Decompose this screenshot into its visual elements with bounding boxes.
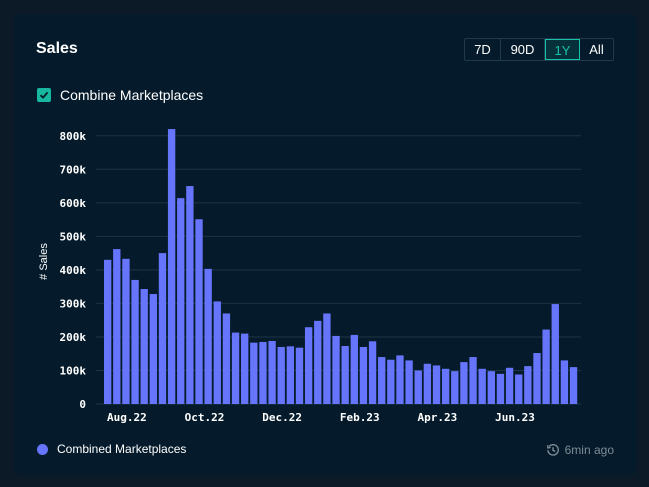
sales-bar[interactable]	[350, 334, 358, 404]
sales-bar-chart: 0 100k 200k 300k 400k 500k 600k 700k 800k Aug.22 O…	[38, 129, 581, 424]
sales-bar[interactable]	[314, 320, 322, 404]
sales-bar[interactable]	[259, 341, 267, 404]
history-icon	[546, 444, 559, 456]
sales-bar[interactable]	[241, 333, 249, 404]
sales-bar[interactable]	[122, 258, 130, 404]
sales-bar[interactable]	[295, 347, 304, 404]
sales-bar[interactable]	[515, 374, 523, 404]
time-range-selector: 7D 90D 1Y All	[464, 38, 614, 61]
legend-label: Combined Marketplaces	[57, 442, 187, 456]
x-tick-label: Oct.22	[185, 411, 225, 424]
sales-bar[interactable]	[359, 347, 368, 404]
y-tick-label: 700k	[60, 163, 87, 176]
sales-bar[interactable]	[396, 355, 404, 404]
y-tick-label: 400k	[60, 264, 87, 277]
sales-bar[interactable]	[378, 357, 386, 404]
sales-bar[interactable]	[204, 268, 212, 404]
combine-label: Combine Marketplaces	[60, 87, 204, 103]
y-axis-label: # Sales	[38, 243, 50, 280]
sales-bar[interactable]	[451, 371, 459, 404]
sales-bar[interactable]	[560, 360, 569, 404]
sales-bar[interactable]	[341, 345, 349, 404]
x-tick-label: Aug.22	[107, 411, 147, 424]
x-tick-label: Jun.23	[495, 411, 535, 424]
sales-bar[interactable]	[387, 359, 395, 404]
sales-bar[interactable]	[277, 347, 285, 404]
sales-bar[interactable]	[323, 313, 331, 404]
range-1y-button[interactable]: 1Y	[545, 39, 580, 60]
x-tick-label: Apr.23	[418, 411, 458, 424]
last-updated: 6min ago	[546, 443, 614, 457]
y-tick-label: 0	[79, 398, 86, 411]
sales-bar[interactable]	[113, 249, 121, 404]
range-all-button[interactable]: All	[589, 42, 604, 57]
sales-bar[interactable]	[524, 366, 532, 404]
sales-bar[interactable]	[368, 341, 377, 404]
y-tick-label: 500k	[60, 230, 87, 243]
sales-bar[interactable]	[304, 327, 313, 404]
card-title: Sales	[36, 40, 78, 57]
sales-bar[interactable]	[332, 335, 340, 404]
y-tick-label: 800k	[60, 130, 87, 143]
sales-bar[interactable]	[222, 313, 231, 404]
sales-bar[interactable]	[131, 279, 139, 404]
sales-bar[interactable]	[505, 367, 514, 404]
y-tick-label: 100k	[60, 364, 87, 377]
range-7d-button[interactable]: 7D	[465, 39, 501, 60]
y-tick-label: 300k	[60, 297, 87, 310]
sales-bar[interactable]	[414, 370, 422, 404]
x-tick-label: Dec.22	[262, 411, 302, 424]
updated-text: 6min ago	[564, 443, 614, 457]
sales-bar[interactable]	[167, 129, 176, 404]
sales-bar[interactable]	[569, 367, 578, 404]
sales-bar[interactable]	[441, 368, 450, 404]
combine-marketplaces-toggle[interactable]: Combine Marketplaces	[37, 87, 203, 103]
sales-bar[interactable]	[533, 353, 541, 404]
sales-bar[interactable]	[423, 363, 432, 404]
y-tick-label: 200k	[60, 331, 87, 344]
x-tick-label: Feb.23	[340, 411, 380, 424]
sales-bar[interactable]	[551, 304, 559, 404]
sales-bar[interactable]	[268, 340, 276, 404]
check-icon	[39, 91, 49, 99]
legend-swatch	[37, 443, 48, 455]
sales-bar[interactable]	[195, 219, 203, 404]
sales-bar[interactable]	[213, 301, 221, 404]
sales-bar[interactable]	[496, 373, 505, 404]
sales-bar[interactable]	[149, 294, 158, 404]
sales-bar[interactable]	[250, 342, 258, 404]
sales-bar[interactable]	[460, 362, 468, 404]
sales-bar[interactable]	[432, 365, 441, 404]
chart-legend: Combined Marketplaces	[37, 442, 186, 456]
sales-bar[interactable]	[104, 259, 112, 404]
sales-bar[interactable]	[140, 288, 148, 404]
sales-card: Sales 7D 90D 1Y All Combine Marketplaces…	[14, 14, 637, 475]
combine-checkbox[interactable]	[37, 88, 51, 102]
sales-bar[interactable]	[286, 346, 295, 404]
sales-bar[interactable]	[469, 357, 477, 404]
sales-bar[interactable]	[405, 360, 413, 404]
sales-bar[interactable]	[177, 198, 185, 404]
sales-bar[interactable]	[158, 253, 167, 404]
sales-bar[interactable]	[186, 186, 194, 404]
sales-bar[interactable]	[478, 368, 486, 404]
sales-bar[interactable]	[231, 332, 240, 404]
range-90d-button[interactable]: 90D	[501, 39, 545, 60]
y-tick-label: 600k	[60, 197, 87, 210]
sales-bar[interactable]	[542, 329, 550, 404]
sales-bar[interactable]	[487, 371, 495, 404]
